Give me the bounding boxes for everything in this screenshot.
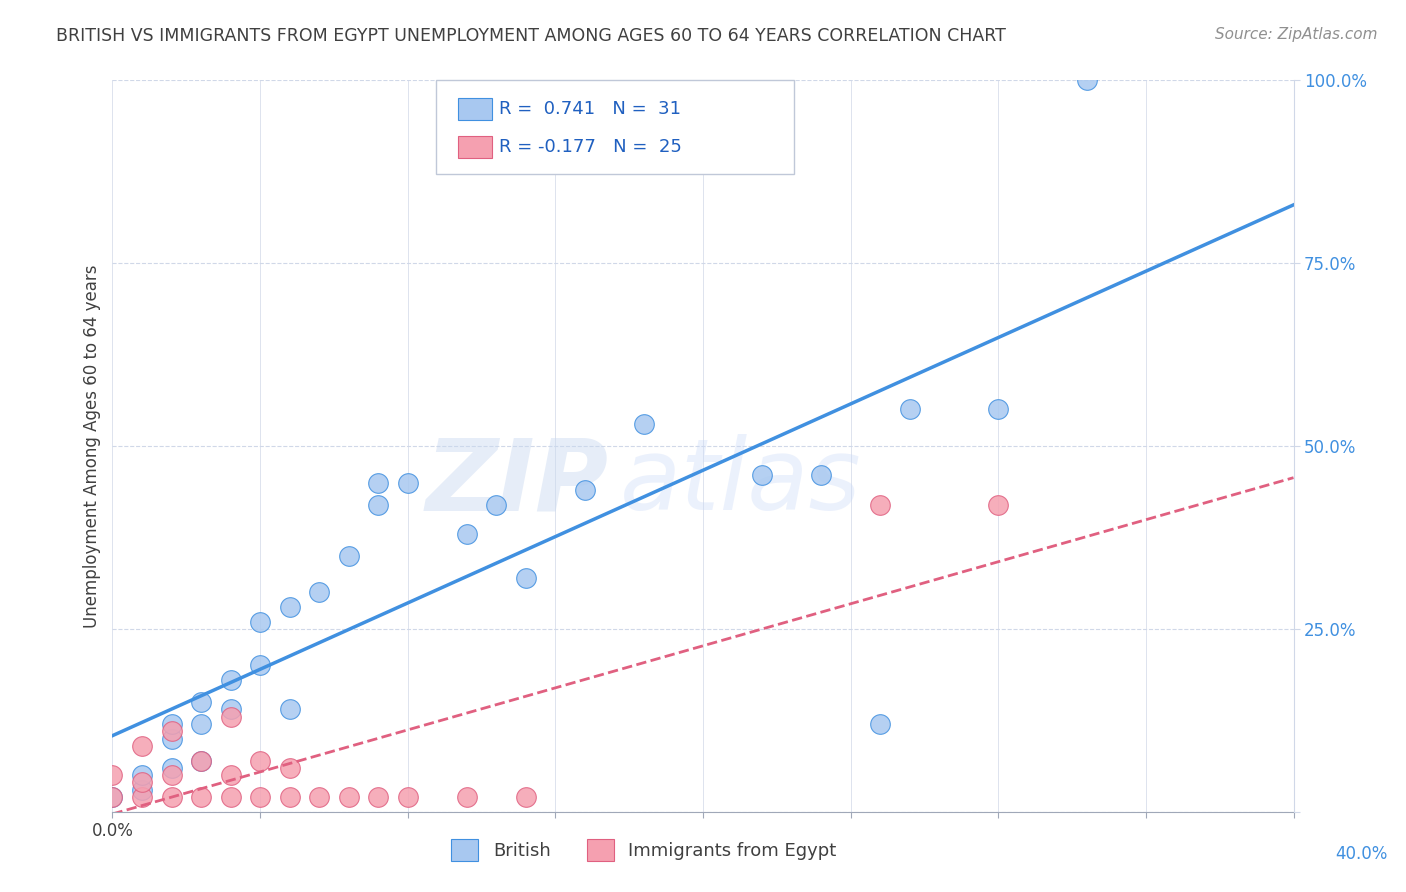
Point [987, 498, 1010, 512]
Point [160, 768, 183, 782]
Point [219, 790, 242, 805]
Point [367, 790, 389, 805]
Point [219, 709, 242, 723]
Point [367, 475, 389, 490]
Point [131, 782, 153, 797]
Point [869, 717, 891, 731]
Point [396, 790, 419, 805]
Legend: British, Immigrants from Egypt: British, Immigrants from Egypt [444, 832, 844, 869]
Point [869, 498, 891, 512]
Point [633, 417, 655, 431]
Text: atlas: atlas [620, 434, 862, 531]
Point [249, 754, 271, 768]
Text: ZIP: ZIP [426, 434, 609, 531]
Point [898, 402, 921, 417]
Point [456, 790, 478, 805]
Point [190, 754, 212, 768]
Point [1076, 73, 1098, 87]
Point [190, 717, 212, 731]
Point [810, 468, 832, 483]
Point [160, 790, 183, 805]
Point [278, 790, 301, 805]
Point [160, 731, 183, 746]
Point [337, 790, 360, 805]
Point [574, 483, 596, 497]
Point [131, 739, 153, 753]
Point [308, 585, 330, 599]
Point [160, 724, 183, 739]
Text: R = -0.177   N =  25: R = -0.177 N = 25 [499, 138, 682, 156]
Point [101, 790, 124, 805]
Text: R =  0.741   N =  31: R = 0.741 N = 31 [499, 100, 681, 118]
Point [485, 498, 508, 512]
Point [219, 702, 242, 716]
Point [396, 475, 419, 490]
Point [249, 658, 271, 673]
Point [131, 775, 153, 789]
Point [987, 402, 1010, 417]
Point [219, 673, 242, 687]
Point [337, 549, 360, 563]
Point [456, 526, 478, 541]
Point [101, 790, 124, 805]
Text: Source: ZipAtlas.com: Source: ZipAtlas.com [1215, 27, 1378, 42]
Point [278, 599, 301, 614]
Point [751, 468, 773, 483]
Point [160, 761, 183, 775]
Point [101, 768, 124, 782]
Text: 40.0%: 40.0% [1334, 845, 1388, 863]
Point [249, 615, 271, 629]
Point [249, 790, 271, 805]
Point [160, 717, 183, 731]
Text: BRITISH VS IMMIGRANTS FROM EGYPT UNEMPLOYMENT AMONG AGES 60 TO 64 YEARS CORRELAT: BRITISH VS IMMIGRANTS FROM EGYPT UNEMPLO… [56, 27, 1007, 45]
Point [515, 571, 537, 585]
Point [278, 761, 301, 775]
Point [131, 768, 153, 782]
Point [515, 790, 537, 805]
Point [308, 790, 330, 805]
Point [190, 695, 212, 709]
Point [190, 754, 212, 768]
Y-axis label: Unemployment Among Ages 60 to 64 years: Unemployment Among Ages 60 to 64 years [83, 264, 101, 628]
Point [131, 790, 153, 805]
Point [278, 702, 301, 716]
Point [190, 790, 212, 805]
Point [219, 768, 242, 782]
Point [367, 498, 389, 512]
